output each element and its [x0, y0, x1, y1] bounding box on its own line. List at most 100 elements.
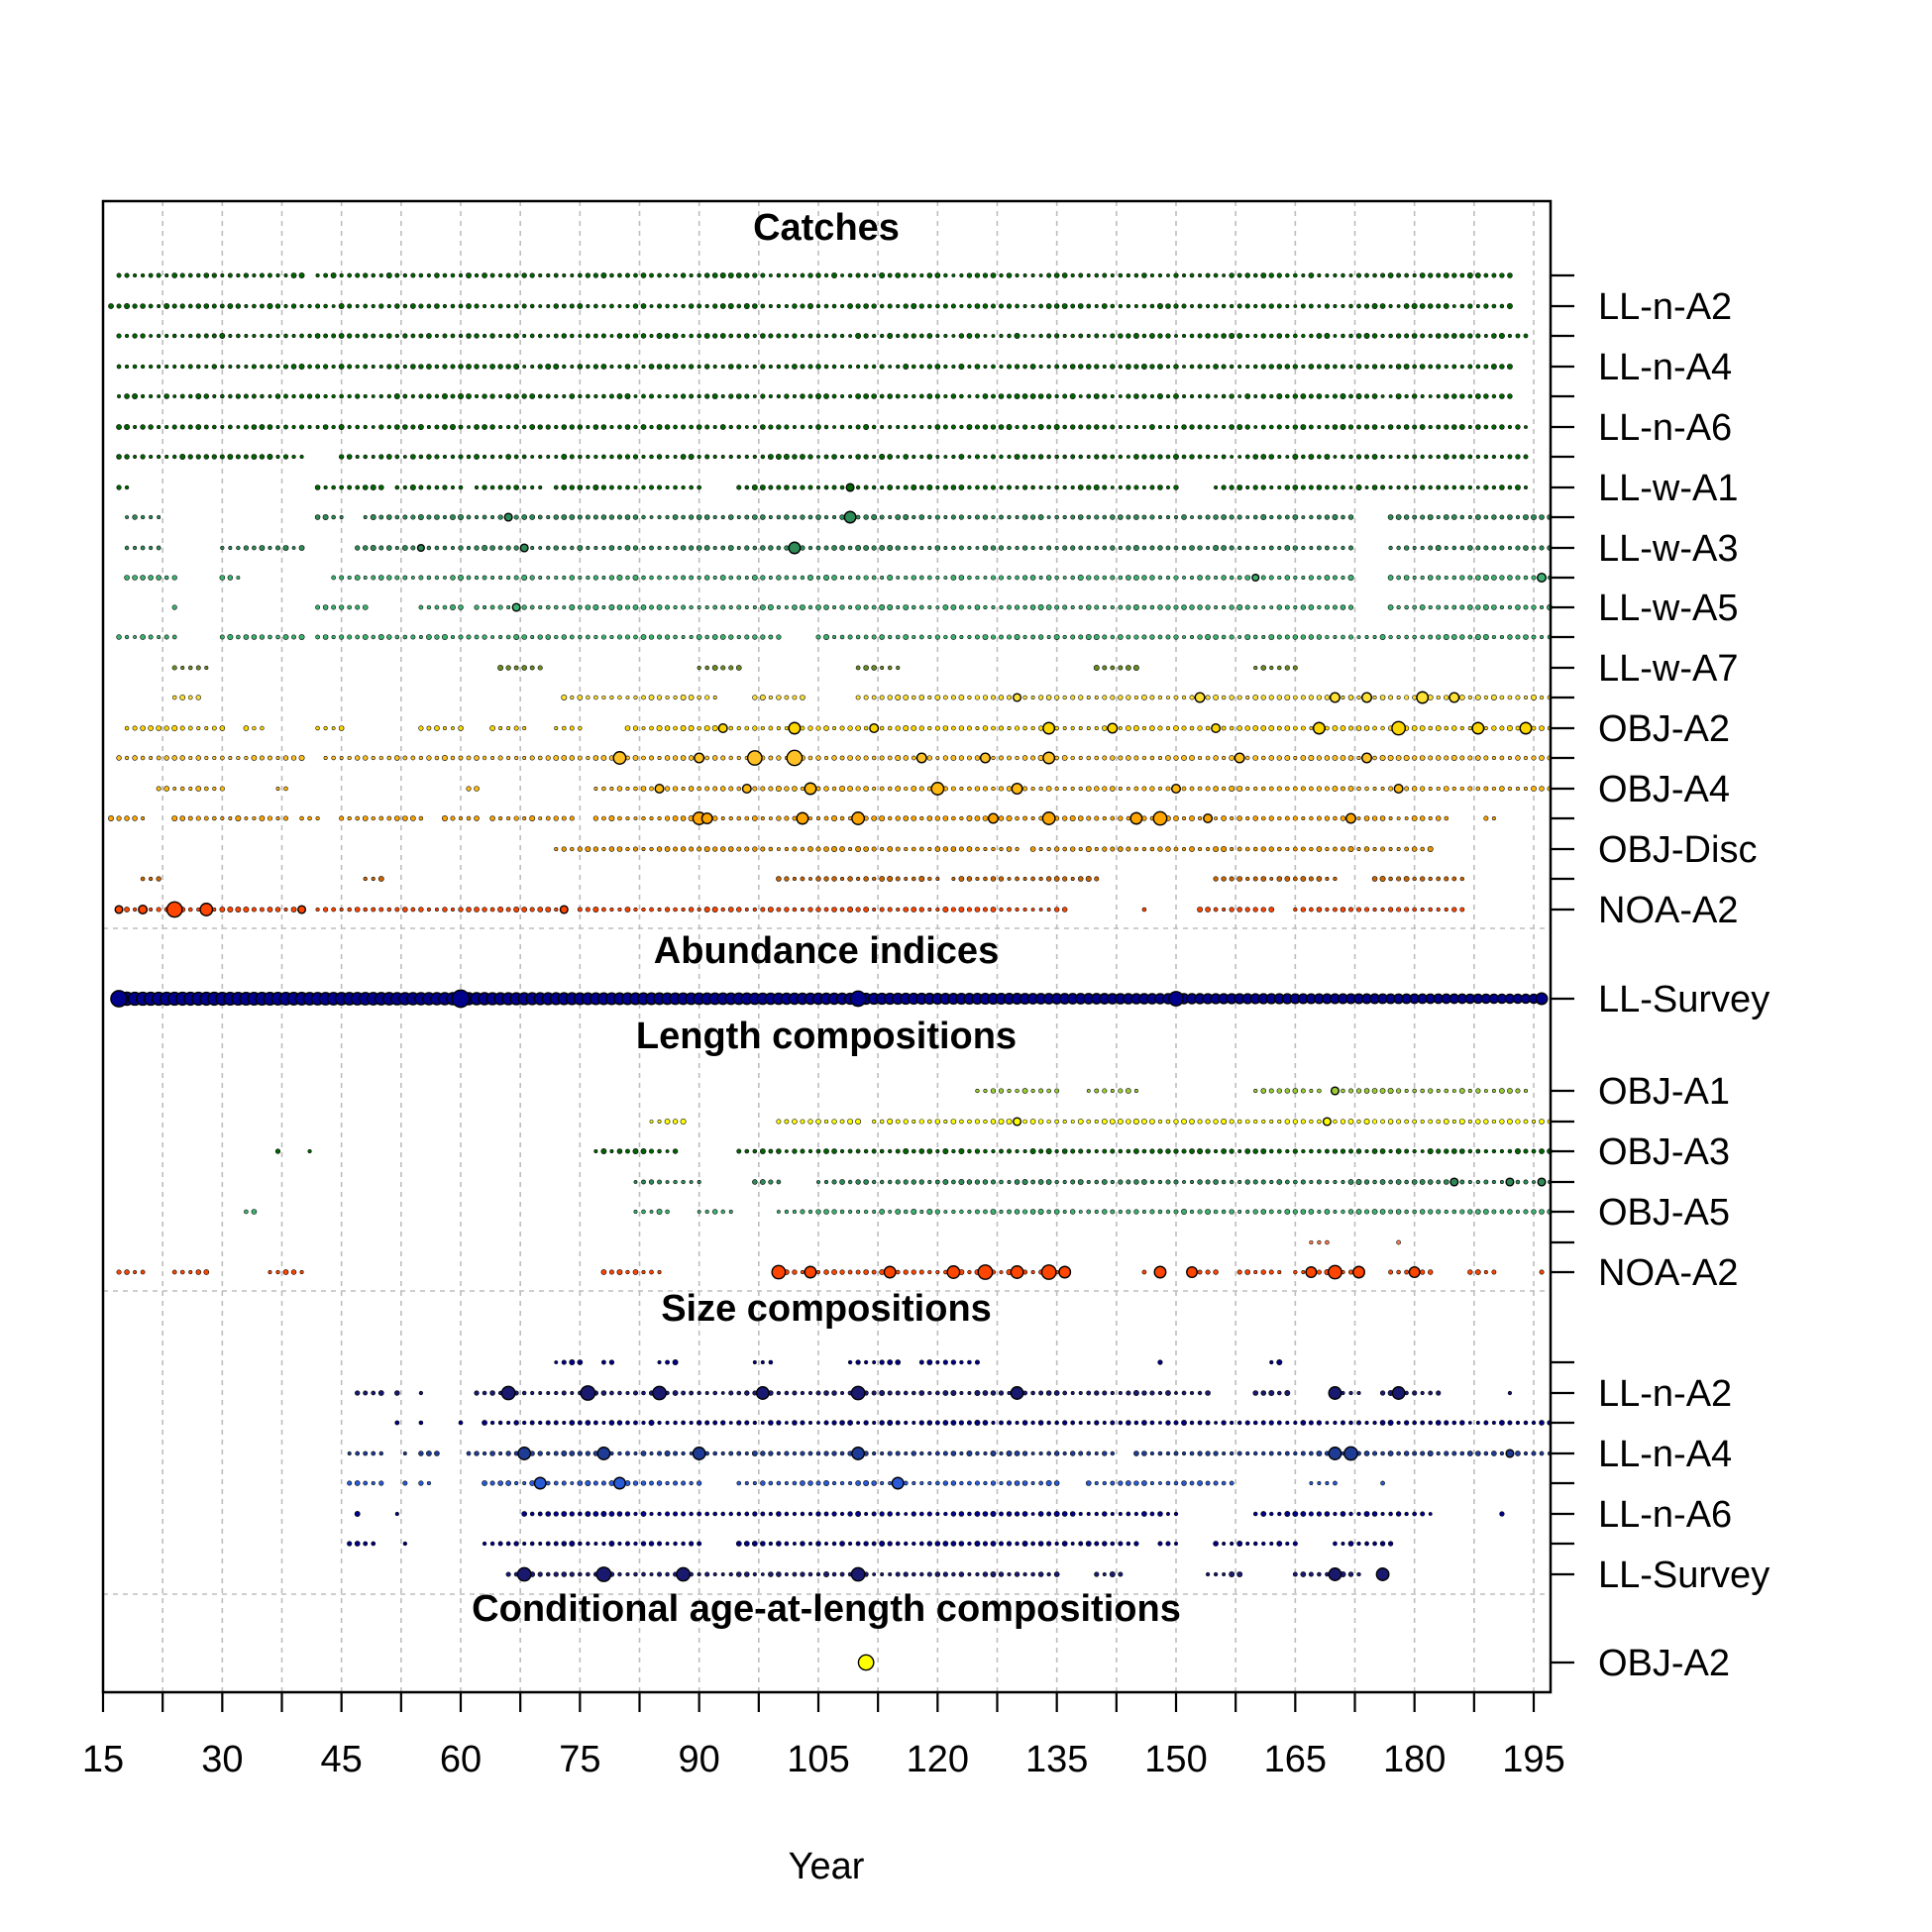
- data-point: [1229, 604, 1234, 610]
- data-point: [1444, 695, 1449, 700]
- data-point: [156, 725, 161, 731]
- data-point: [378, 815, 384, 821]
- data-point: [1499, 514, 1505, 520]
- data-point: [505, 272, 511, 278]
- data-point: [1078, 545, 1084, 551]
- data-point: [187, 364, 193, 370]
- data-point: [958, 575, 965, 581]
- data-point: [458, 604, 464, 610]
- data-point: [513, 545, 519, 551]
- data-point: [1340, 755, 1346, 761]
- data-point: [1300, 1209, 1307, 1215]
- data-point-large: [915, 752, 927, 764]
- data-point: [912, 424, 916, 430]
- data-point: [1340, 1511, 1346, 1517]
- data-point: [1444, 333, 1449, 339]
- data-point: [1395, 1148, 1402, 1154]
- data-point: [1491, 514, 1497, 520]
- data-point: [1030, 454, 1035, 460]
- data-point: [553, 1450, 559, 1456]
- data-point: [871, 755, 877, 761]
- data-point: [664, 907, 671, 912]
- data-point: [331, 604, 337, 610]
- data-point: [752, 272, 758, 278]
- data-point: [219, 786, 225, 792]
- data-point: [632, 846, 638, 852]
- data-point: [1252, 1209, 1258, 1215]
- data-point: [1213, 1450, 1219, 1456]
- data-point-large: [1203, 812, 1214, 824]
- data-point: [625, 1420, 630, 1426]
- data-point: [228, 816, 233, 820]
- data-point: [483, 304, 487, 308]
- data-point: [156, 907, 161, 912]
- data-point: [1371, 303, 1378, 309]
- data-point: [1102, 1511, 1108, 1517]
- data-point: [823, 786, 829, 792]
- data-point: [354, 575, 361, 581]
- data-point: [1474, 1269, 1481, 1275]
- data-point: [1038, 1088, 1044, 1094]
- data-point: [267, 303, 273, 309]
- data-point: [926, 1511, 932, 1517]
- data-point: [378, 545, 384, 551]
- data-point: [442, 454, 448, 460]
- data-point: [815, 514, 821, 520]
- data-point: [140, 725, 146, 731]
- data-point: [157, 394, 161, 398]
- data-point: [712, 1450, 718, 1456]
- data-point: [371, 1480, 376, 1486]
- data-point: [1110, 1420, 1116, 1426]
- data-point: [482, 424, 487, 430]
- data-point: [1244, 424, 1250, 430]
- data-point: [1466, 1450, 1473, 1456]
- data-point: [1070, 303, 1076, 309]
- data-point: [966, 272, 973, 278]
- data-point: [998, 786, 1005, 792]
- data-point: [1404, 604, 1409, 610]
- data-point: [657, 514, 662, 520]
- data-point: [1156, 303, 1163, 309]
- data-point: [1245, 1209, 1250, 1215]
- data-point: [1245, 755, 1250, 761]
- data-point: [719, 333, 726, 339]
- data-point: [831, 545, 837, 551]
- data-point: [616, 846, 623, 852]
- data-point: [125, 333, 130, 339]
- data-point: [529, 333, 535, 339]
- data-point: [418, 725, 424, 731]
- data-point: [1045, 575, 1052, 581]
- data-point: [879, 786, 885, 792]
- data-point: [983, 454, 988, 460]
- data-point: [275, 634, 280, 640]
- data-point: [1213, 272, 1219, 278]
- data-point-large: [1344, 812, 1356, 824]
- data-point: [990, 272, 997, 278]
- data-point: [839, 1480, 845, 1486]
- data-point: [1427, 575, 1434, 581]
- data-point: [1379, 815, 1386, 821]
- data-point: [1157, 514, 1162, 519]
- data-point: [927, 695, 932, 700]
- data-point: [1364, 1541, 1369, 1547]
- data-point: [1459, 634, 1465, 640]
- data-point: [140, 755, 146, 761]
- data-point: [1539, 755, 1545, 761]
- data-point: [1436, 484, 1442, 490]
- data-point: [1309, 846, 1314, 852]
- data-point: [648, 1541, 655, 1547]
- data-point: [1197, 1148, 1204, 1154]
- data-point: [1149, 1209, 1155, 1215]
- data-point: [1181, 1148, 1187, 1154]
- data-point: [1070, 1542, 1075, 1546]
- data-point: [378, 1480, 384, 1486]
- data-point: [759, 1179, 766, 1185]
- data-point: [1214, 575, 1219, 581]
- data-point: [974, 786, 981, 792]
- data-point: [912, 1480, 916, 1486]
- data-point: [474, 1450, 480, 1456]
- data-point: [632, 725, 639, 731]
- data-point: [1341, 272, 1345, 278]
- data-point: [1412, 604, 1418, 610]
- data-point: [665, 576, 670, 580]
